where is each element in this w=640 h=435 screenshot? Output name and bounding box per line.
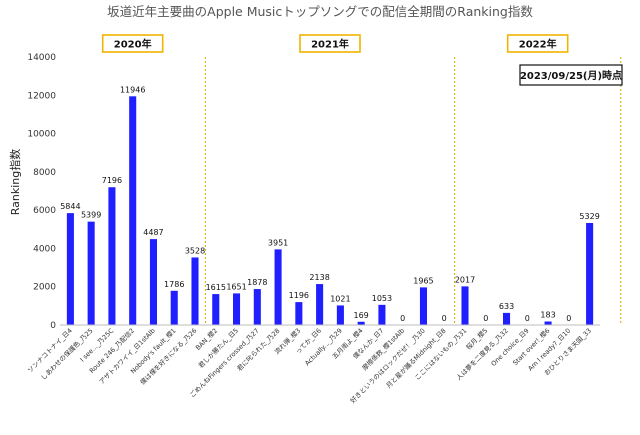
bar bbox=[170, 290, 178, 325]
value-label: 0 bbox=[566, 314, 571, 323]
value-label: 5844 bbox=[60, 202, 80, 211]
y-tick-label: 4000 bbox=[33, 244, 56, 254]
bar bbox=[129, 96, 137, 325]
bar bbox=[212, 294, 220, 325]
y-tick-label: 14000 bbox=[27, 53, 56, 63]
year-label: 2022年 bbox=[519, 38, 557, 51]
bar bbox=[461, 286, 469, 325]
bar bbox=[191, 257, 199, 325]
y-axis-label: Ranking指数 bbox=[8, 149, 22, 216]
value-label: 1651 bbox=[226, 282, 246, 291]
value-label: 5329 bbox=[579, 212, 599, 221]
bar bbox=[316, 284, 324, 325]
year-box bbox=[506, 34, 569, 53]
value-label: 1615 bbox=[206, 283, 226, 292]
year-label: 2020年 bbox=[114, 38, 152, 51]
year-box bbox=[101, 34, 164, 53]
value-label: 1053 bbox=[372, 294, 392, 303]
value-label: 7196 bbox=[102, 176, 122, 185]
value-label: 1965 bbox=[413, 276, 433, 285]
value-label: 0 bbox=[442, 314, 447, 323]
value-label: 0 bbox=[525, 314, 530, 323]
y-tick-label: 12000 bbox=[27, 91, 56, 101]
date-note-box: 2023/09/25(月)時点 bbox=[519, 64, 623, 86]
bar bbox=[149, 239, 157, 325]
value-label: 1021 bbox=[330, 294, 350, 303]
bar bbox=[87, 221, 95, 325]
value-label: 2017 bbox=[455, 275, 475, 284]
y-tick-label: 6000 bbox=[33, 206, 56, 216]
y-tick-label: 2000 bbox=[33, 283, 56, 293]
bars bbox=[66, 96, 594, 325]
value-label: 0 bbox=[400, 314, 405, 323]
value-label: 169 bbox=[354, 311, 369, 320]
value-label: 4487 bbox=[143, 228, 163, 237]
bar bbox=[357, 321, 365, 325]
value-label: 633 bbox=[499, 302, 514, 311]
value-label: 3951 bbox=[268, 238, 288, 247]
value-label: 2138 bbox=[309, 273, 329, 282]
bar bbox=[503, 312, 511, 325]
bar bbox=[253, 289, 261, 325]
bar bbox=[336, 305, 344, 325]
value-label: 0 bbox=[483, 314, 488, 323]
bar bbox=[419, 287, 427, 325]
bar bbox=[274, 249, 282, 325]
value-label: 1196 bbox=[289, 291, 309, 300]
y-tick-label: 0 bbox=[50, 321, 56, 331]
date-note: 2023/09/25(月)時点 bbox=[520, 69, 622, 82]
value-label: 5399 bbox=[81, 211, 101, 220]
bar bbox=[586, 222, 594, 325]
chart-title: 坂道近年主要曲のApple Musicトップソングでの配信全期間のRanking… bbox=[107, 4, 533, 19]
y-tick-label: 8000 bbox=[33, 168, 56, 178]
date-note-frame bbox=[519, 64, 623, 86]
bar bbox=[295, 302, 303, 325]
y-tick-label: 10000 bbox=[27, 130, 56, 140]
year-box bbox=[299, 34, 361, 53]
y-axis: 0 2000 4000 6000 8000 10000 12000 14000 bbox=[27, 53, 56, 331]
bar bbox=[378, 304, 386, 325]
value-label: 1786 bbox=[164, 280, 184, 289]
value-label: 1878 bbox=[247, 278, 267, 287]
bar bbox=[233, 293, 241, 325]
value-label: 183 bbox=[540, 310, 555, 319]
year-labels: 2020年2021年2022年2023年 bbox=[101, 34, 569, 53]
bar bbox=[544, 321, 552, 325]
bar bbox=[108, 187, 116, 325]
year-label: 2021年 bbox=[311, 38, 349, 51]
category-label: 好きというのはロックだぜ！_乃30 bbox=[348, 326, 427, 405]
value-label: 3528 bbox=[185, 246, 205, 255]
category-label: Start over!_櫻6 bbox=[511, 326, 552, 367]
year-dividers bbox=[204, 57, 622, 325]
bar bbox=[66, 213, 74, 325]
value-label: 11946 bbox=[120, 85, 145, 94]
